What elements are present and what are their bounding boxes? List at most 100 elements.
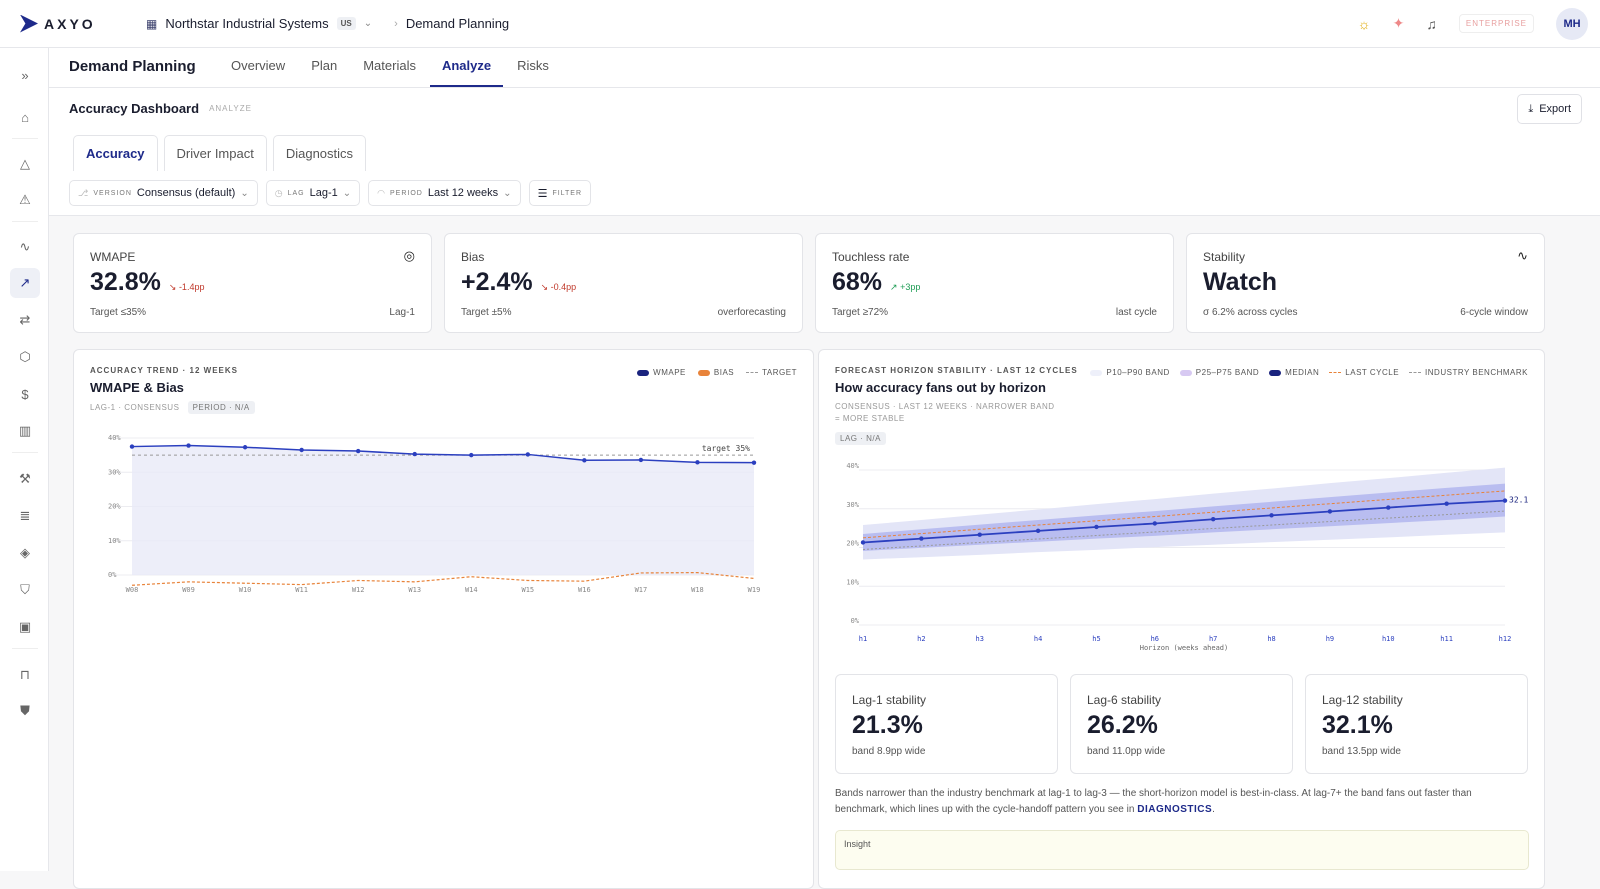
factory-icon[interactable]: ▥: [18, 423, 32, 438]
kpi-value: Watch: [1203, 268, 1278, 296]
median-point: [1210, 517, 1216, 522]
subtabs: Accuracy Driver Impact Diagnostics: [49, 129, 1600, 171]
horizon-fan-chart: 40% 30% 20% 10% 0% 32.1 h1 h2 h3 h4 h5 h6 h7 h8 h9 h10 h…: [846, 462, 1528, 652]
legend-label: BIAS: [713, 368, 735, 377]
lag-select[interactable]: ◷ LAG Lag-1 ⌄: [265, 180, 361, 206]
sun-icon[interactable]: ☼: [1357, 15, 1371, 32]
kpi-target: Target ≥72%: [832, 307, 889, 318]
kpi-label: Stability: [1203, 250, 1246, 264]
dollar-icon[interactable]: $: [21, 386, 29, 402]
tab-risks[interactable]: Risks: [517, 58, 549, 73]
bell-icon[interactable]: ♫: [1426, 15, 1437, 32]
warning-icon[interactable]: ⚠: [19, 192, 31, 207]
panel-meta: CONSENSUS · LAST 12 WEEKS · NARROWER BAN…: [835, 402, 1055, 423]
wrench-icon[interactable]: ⚒: [19, 471, 31, 486]
stat-card-lag12: Lag-12 stability 32.1% band 13.5pp wide: [1305, 674, 1528, 774]
org-switcher[interactable]: ▦ Northstar Industrial Systems US ⌄: [146, 16, 372, 31]
legend-item[interactable]: P25–P75 BAND: [1179, 368, 1259, 377]
legend-item[interactable]: MEDIAN: [1269, 368, 1319, 377]
layers-icon[interactable]: ◈: [20, 545, 30, 560]
x-tick-label: h11: [1440, 635, 1453, 643]
legend-item[interactable]: P10–P90 BAND: [1090, 368, 1169, 377]
alert-icon[interactable]: △: [20, 156, 30, 171]
filter-label: PERIOD: [390, 189, 423, 197]
expand-icon[interactable]: »: [21, 67, 29, 83]
legend-swatch: [746, 372, 759, 373]
subtab-accuracy[interactable]: Accuracy: [73, 135, 158, 171]
chevron-down-icon: ⌄: [342, 187, 352, 199]
wmape-point: [242, 445, 248, 450]
page-title: Accuracy Dashboard: [69, 101, 200, 116]
tab-plan[interactable]: Plan: [311, 58, 338, 73]
sparkle-icon[interactable]: ✦: [1392, 15, 1405, 31]
shield-check-icon[interactable]: ⛊: [20, 703, 30, 718]
filter-value: Lag-1: [309, 187, 338, 199]
breadcrumb[interactable]: Demand Planning: [405, 16, 510, 31]
lag-chip: LAG · N/A: [835, 432, 886, 445]
legend-item[interactable]: LAST CYCLE: [1329, 368, 1399, 377]
period-select[interactable]: ◠ PERIOD Last 12 weeks ⌄: [368, 180, 521, 206]
wmape-point: [469, 452, 474, 458]
filter-button[interactable]: ☰ FILTER: [528, 180, 592, 206]
branch-icon: ⎇: [78, 187, 89, 198]
x-tick-label: h8: [1267, 635, 1275, 643]
horizon-stability-panel: FORECAST HORIZON STABILITY · LAST 12 CYC…: [818, 349, 1545, 889]
x-tick-label: W12: [352, 586, 365, 594]
tab-materials[interactable]: Materials: [363, 58, 416, 73]
tab-analyze[interactable]: Analyze: [429, 58, 504, 87]
chevron-right-icon: ›: [394, 17, 398, 30]
logo[interactable]: AXYO: [20, 14, 120, 33]
export-button[interactable]: ⤓ Export: [1517, 94, 1582, 124]
legend-swatch: [1090, 369, 1103, 376]
flow-icon[interactable]: ⇄: [19, 312, 31, 327]
home-icon[interactable]: ⌂: [21, 109, 29, 125]
legend-swatch: [1329, 372, 1342, 373]
insight-box: Insight: [835, 830, 1529, 870]
legend-label: INDUSTRY BENCHMARK: [1425, 368, 1528, 377]
wmape-area: [132, 445, 754, 575]
median-point: [1094, 524, 1099, 530]
diagnostics-link[interactable]: DIAGNOSTICS: [1137, 804, 1213, 815]
y-tick-label: 20%: [108, 503, 121, 511]
panel-meta-text: LAG-1 · CONSENSUS: [90, 403, 180, 412]
sidebar: » ⌂ △ ⚠ ∿ ↗ ⇄ ⬡ $ ▥ ⚒ ≣ ◈ ⛉ ▣ ⊓ ⛊: [0, 48, 49, 871]
legend-item[interactable]: TARGET: [746, 368, 797, 377]
kpi-delta-value: +3pp: [900, 282, 921, 292]
stat-foot: band 8.9pp wide: [852, 746, 926, 757]
median-point: [1035, 528, 1041, 534]
period-chip: PERIOD · N/A: [187, 401, 255, 414]
panel-title: WMAPE & Bias: [90, 380, 184, 395]
legend-item[interactable]: WMAPE: [637, 368, 686, 377]
median-line: [862, 499, 1506, 544]
stat-value: 32.1%: [1322, 711, 1393, 739]
filter-bar: ⎇ VERSION Consensus (default) ⌄ ◷ LAG La…: [49, 171, 1600, 216]
version-select[interactable]: ⎇ VERSION Consensus (default) ⌄: [69, 180, 258, 206]
lock-icon[interactable]: ⊓: [19, 667, 31, 682]
panel-meta: LAG-1 · CONSENSUS PERIOD · N/A: [90, 401, 797, 414]
target-icon: ◎: [403, 248, 415, 263]
bot-icon[interactable]: ▣: [18, 619, 32, 634]
tab-overview[interactable]: Overview: [231, 58, 286, 73]
kpi-row: WMAPE 32.8% ↘ -1.4pp Target ≤35% Lag-1 ◎ …: [73, 233, 1545, 333]
x-tick-label: h3: [976, 635, 984, 643]
x-tick-label: W17: [635, 586, 648, 594]
note-end: .: [1212, 804, 1215, 815]
x-tick-label: W09: [182, 586, 195, 594]
subtab-diagnostics[interactable]: Diagnostics: [272, 135, 367, 171]
stat-value: 21.3%: [852, 711, 923, 739]
avatar[interactable]: MH: [1556, 7, 1588, 40]
subtab-driver-impact[interactable]: Driver Impact: [163, 135, 267, 171]
panel-eyebrow: ACCURACY TREND · 12 WEEKS: [90, 366, 238, 375]
y-tick-label: 10%: [846, 578, 859, 586]
route-icon[interactable]: ∿: [19, 239, 31, 254]
y-tick-label: 40%: [108, 434, 121, 442]
shield-icon[interactable]: ⛉: [20, 582, 30, 597]
trending-up-icon[interactable]: ↗: [10, 268, 40, 298]
database-icon[interactable]: ≣: [19, 508, 31, 523]
filter-value: Last 12 weeks: [427, 187, 499, 199]
package-icon[interactable]: ⬡: [19, 349, 31, 364]
legend-label: TARGET: [762, 368, 797, 377]
legend-item[interactable]: INDUSTRY BENCHMARK: [1409, 368, 1528, 377]
y-tick-label: 20%: [846, 540, 859, 548]
legend-item[interactable]: BIAS: [697, 368, 735, 377]
